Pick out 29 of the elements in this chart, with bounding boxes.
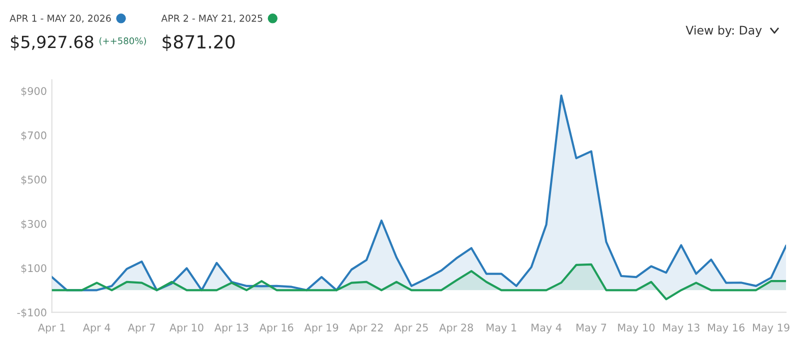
x-tick-label: Apr 4 xyxy=(82,324,110,334)
x-tick-label: May 1 xyxy=(486,324,516,334)
y-tick-label: $300 xyxy=(21,220,46,230)
text: View by: Day xyxy=(686,26,762,37)
y-tick-label: $900 xyxy=(21,86,46,96)
x-tick-label: Apr 22 xyxy=(349,324,383,334)
x-tick-label: Apr 13 xyxy=(214,324,248,334)
y-tick-label: $100 xyxy=(21,264,46,274)
x-tick-label: May 10 xyxy=(618,324,655,334)
y-tick-label: $700 xyxy=(21,131,46,141)
legend-label: APR 2 - MAY 21, 2025 xyxy=(161,14,262,23)
text: (++580%) xyxy=(100,37,146,46)
x-tick-label: Apr 28 xyxy=(439,324,473,334)
x-tick-label: Apr 1 xyxy=(38,324,65,334)
x-tick-label: May 7 xyxy=(576,324,606,334)
y-tick-label: -$100 xyxy=(17,308,46,318)
text: $871.20 xyxy=(162,34,235,52)
x-tick-label: Apr 19 xyxy=(304,324,338,334)
x-tick-label: Apr 10 xyxy=(170,324,204,334)
x-tick-label: Apr 7 xyxy=(128,324,155,334)
x-tick-label: Apr 16 xyxy=(259,324,294,334)
legend-label: APR 1 - MAY 20, 2026 xyxy=(10,14,111,23)
x-tick-label: May 19 xyxy=(753,324,790,334)
x-tick-label: Apr 25 xyxy=(394,324,428,334)
x-tick-label: May 4 xyxy=(532,324,562,334)
y-tick-label: $500 xyxy=(21,175,46,185)
text: $5,927.68 xyxy=(10,35,94,50)
x-tick-label: May 16 xyxy=(708,324,744,334)
x-tick-label: May 13 xyxy=(663,324,700,334)
